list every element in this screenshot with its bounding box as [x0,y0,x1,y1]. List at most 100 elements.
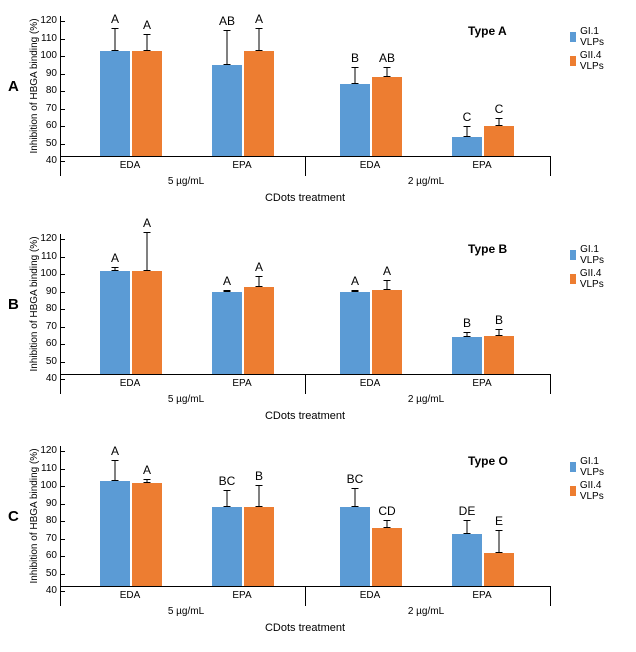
x-category-label: EDA [360,378,381,389]
significance-label: A [132,463,162,477]
legend-item: GI.1 VLPs [570,244,608,266]
bar: A [244,51,274,156]
group-divider [60,586,61,606]
chart: 405060708090100110120Inhibition of HBGA … [60,234,550,424]
dose-group-label: 5 µg/mL [168,606,204,617]
legend: GI.1 VLPsGII.4 VLPs [570,26,608,74]
significance-label: B [244,469,274,483]
error-bar [499,329,500,336]
bar: CD [372,528,402,586]
significance-label: A [244,260,274,274]
group-divider [550,374,551,394]
y-tick: 40 [46,156,61,166]
dose-group-label: 5 µg/mL [168,394,204,405]
y-tick: 50 [46,357,61,367]
legend-swatch [570,32,576,42]
bar: B [340,84,370,156]
legend: GI.1 VLPsGII.4 VLPs [570,456,608,504]
y-tick: 80 [46,516,61,526]
bar: B [452,337,482,374]
bar: E [484,553,514,586]
significance-label: A [100,251,130,265]
y-tick: 60 [46,121,61,131]
y-tick: 80 [46,304,61,314]
y-tick: 70 [46,322,61,332]
significance-label: DE [452,504,482,518]
error-bar [499,530,500,553]
panel-B: B405060708090100110120Inhibition of HBGA… [0,226,636,431]
y-tick: 70 [46,534,61,544]
bar: B [244,507,274,586]
y-tick: 120 [40,234,61,244]
error-bar [387,67,388,78]
legend: GI.1 VLPsGII.4 VLPs [570,244,608,292]
dose-group-label: 5 µg/mL [168,176,204,187]
significance-label: A [100,12,130,26]
significance-label: A [100,444,130,458]
significance-label: AB [372,51,402,65]
panel-label: B [8,296,19,313]
dose-group-label: 2 µg/mL [408,176,444,187]
error-bar [115,267,116,271]
y-axis-title: Inhibition of HBGA binding (%) [29,446,40,586]
error-bar [355,67,356,85]
legend-item: GI.1 VLPs [570,26,608,48]
chart: 405060708090100110120Inhibition of HBGA … [60,16,550,206]
error-bar [147,34,148,52]
legend-label: GII.4 VLPs [580,268,608,290]
bar: B [484,336,514,375]
type-title: Type B [468,242,507,256]
legend-item: GI.1 VLPs [570,456,608,478]
x-category-label: EPA [472,378,491,389]
group-divider [550,586,551,606]
x-category-label: EPA [232,160,251,171]
chart: 405060708090100110120Inhibition of HBGA … [60,446,550,636]
legend-label: GI.1 VLPs [580,26,608,48]
x-category-label: EPA [232,590,251,601]
bar: BC [212,507,242,586]
significance-label: A [340,274,370,288]
y-tick: 90 [46,287,61,297]
error-bar [147,479,148,483]
error-bar [227,290,228,292]
significance-label: A [132,18,162,32]
type-title: Type A [468,24,507,38]
bar: DE [452,534,482,587]
y-tick: 70 [46,104,61,114]
significance-label: A [372,264,402,278]
x-axis-title: CDots treatment [60,192,550,204]
legend-label: GII.4 VLPs [580,50,608,72]
x-axis-title: CDots treatment [60,410,550,422]
type-title: Type O [468,454,508,468]
y-tick: 120 [40,446,61,456]
y-tick: 120 [40,16,61,26]
y-tick: 100 [40,51,61,61]
significance-label: CD [372,504,402,518]
error-bar [115,28,116,51]
y-tick: 100 [40,481,61,491]
y-tick: 50 [46,139,61,149]
error-bar [467,520,468,534]
y-axis-title: Inhibition of HBGA binding (%) [29,234,40,374]
bar: A [100,271,130,374]
error-bar [387,520,388,529]
x-category-label: EPA [232,378,251,389]
error-bar [227,490,228,508]
panel-A: A405060708090100110120Inhibition of HBGA… [0,8,636,213]
significance-label: BC [212,474,242,488]
bar: C [452,137,482,156]
y-tick: 110 [41,34,61,44]
bar: A [244,287,274,375]
significance-label: A [212,274,242,288]
y-tick: 110 [41,252,61,262]
error-bar [467,332,468,337]
error-bar [115,460,116,481]
y-tick: 80 [46,86,61,96]
legend-label: GII.4 VLPs [580,480,608,502]
y-tick: 100 [40,269,61,279]
bar: A [132,271,162,374]
legend-swatch [570,274,576,284]
bar: C [484,126,514,156]
y-tick: 110 [41,464,61,474]
group-divider [60,156,61,176]
